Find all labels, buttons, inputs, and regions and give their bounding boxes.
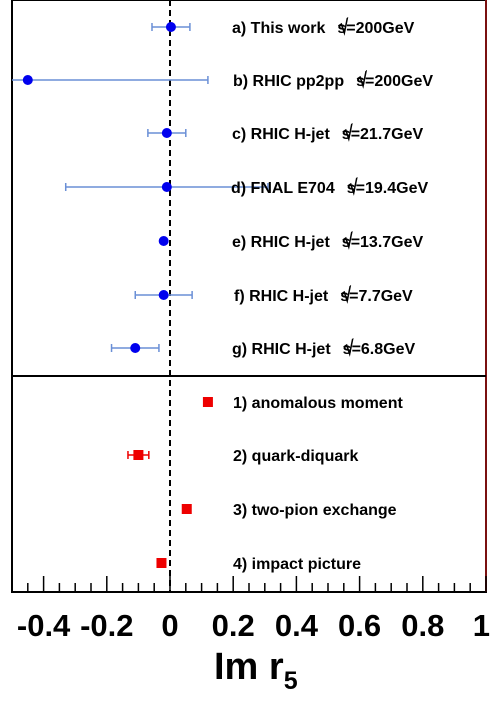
sqrt-s-symbol: s: [356, 73, 365, 90]
sqrt-radical-icon: [342, 231, 353, 250]
sqrt-s-symbol: s: [343, 341, 352, 358]
sqrt-s-symbol: s: [347, 180, 356, 197]
sqrt-radical-icon: [337, 17, 349, 36]
point-label: c) RHIC H-jet s=21.7GeV: [232, 126, 424, 143]
sqrt-s-symbol: s: [337, 20, 346, 37]
point-label: a) This work s=200GeV: [232, 20, 415, 37]
point-label: 1) anomalous moment: [233, 395, 403, 412]
data-point: [161, 182, 172, 192]
x-tick-label: 0.2: [212, 608, 255, 643]
data-point: [158, 290, 169, 300]
point-label: g) RHIC H-jet s=6.8GeV: [232, 341, 415, 358]
sqrt-s-symbol: s: [340, 288, 349, 305]
data-point: [130, 343, 141, 353]
x-tick-label: 0.8: [401, 608, 444, 643]
data-point: [165, 22, 176, 32]
data-point: [22, 75, 33, 85]
point-label: f) RHIC H-jet s=7.7GeV: [234, 288, 413, 305]
data-point: [156, 558, 167, 568]
x-tick-label: -0.2: [80, 608, 133, 643]
x-tick-label: 0.6: [338, 608, 381, 643]
x-axis-tick-labels: -0.4 -0.2 0 0.2 0.4 0.6 0.8 1: [17, 608, 490, 643]
data-point: [181, 504, 192, 514]
sqrt-radical-icon: [347, 177, 358, 196]
point-label: 4) impact picture: [233, 556, 361, 573]
x-tick-label: -0.4: [17, 608, 71, 643]
x-tick-label: 0.4: [275, 608, 319, 643]
sqrt-radical-icon: [356, 70, 368, 89]
data-point: [202, 397, 213, 407]
point-label-name: d) FNAL E704: [231, 180, 335, 197]
sqrt-s-symbol: s: [342, 126, 351, 143]
point-label-name: c) RHIC H-jet: [232, 126, 330, 143]
sqrt-s-symbol: s: [342, 234, 351, 251]
point-label: e) RHIC H-jet s=13.7GeV: [232, 234, 424, 251]
point-label: 2) quark-diquark: [233, 448, 358, 465]
sqrt-radical-icon: [342, 123, 353, 142]
point-energy: =13.7GeV: [351, 234, 424, 251]
x-axis-title: Im r5: [214, 646, 298, 695]
x-axis-ticks: [11, 576, 487, 592]
data-point: [161, 128, 172, 138]
point-label-name: b) RHIC pp2pp: [233, 73, 344, 90]
point-label: d) FNAL E704 s=19.4GeV: [231, 180, 428, 197]
point-label-name: a) This work: [232, 20, 325, 37]
data-points: [12, 22, 269, 568]
point-energy: =19.4GeV: [356, 180, 429, 197]
sqrt-radical-icon: [340, 285, 352, 304]
point-label: b) RHIC pp2pp s=200GeV: [233, 73, 433, 90]
point-energy: =200GeV: [365, 73, 433, 90]
point-energy: =7.7GeV: [349, 288, 413, 305]
sqrt-radical-icon: [343, 338, 354, 357]
point-label-name: e) RHIC H-jet: [232, 234, 330, 251]
point-energy: =200GeV: [346, 20, 414, 37]
point-energy: =21.7GeV: [351, 126, 424, 143]
point-label: 3) two-pion exchange: [233, 502, 397, 519]
data-point: [158, 236, 169, 246]
point-label-name: f) RHIC H-jet: [234, 288, 329, 305]
point-energy: =6.8GeV: [352, 341, 416, 358]
data-point: [133, 450, 144, 460]
x-tick-label: 0: [161, 608, 178, 643]
x-tick-label: 1: [473, 608, 490, 643]
point-label-name: g) RHIC H-jet: [232, 341, 331, 358]
